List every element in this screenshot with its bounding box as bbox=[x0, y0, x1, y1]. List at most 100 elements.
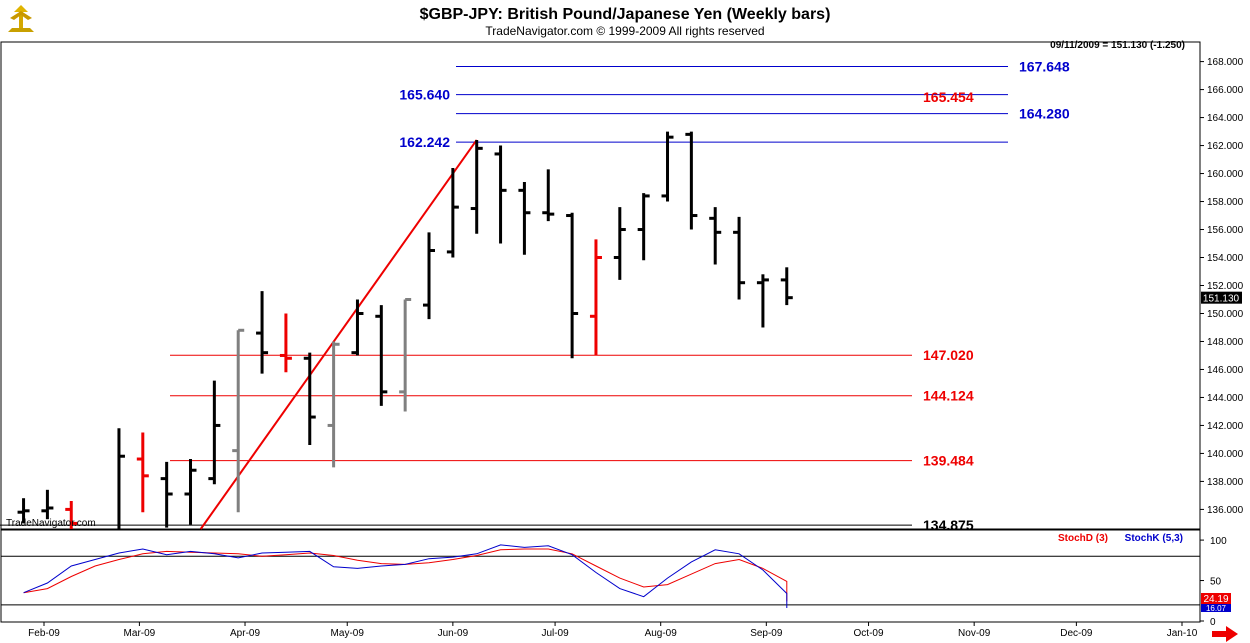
stochd-last-marker bbox=[1201, 593, 1231, 604]
level-label: 144.124 bbox=[923, 388, 974, 404]
price-tick-label: 136.000 bbox=[1207, 505, 1244, 516]
price-bars bbox=[17, 131, 793, 529]
time-tick-label: May-09 bbox=[331, 628, 365, 639]
chart-title: $GBP-JPY: British Pound/Japanese Yen (We… bbox=[420, 6, 831, 23]
legend-stochk: StochK (5,3) bbox=[1125, 533, 1183, 544]
scroll-right-arrow-icon[interactable] bbox=[1212, 626, 1238, 642]
price-bar bbox=[256, 291, 269, 374]
stochk-last-marker bbox=[1201, 604, 1231, 612]
time-axis: Feb-09 Mar-09 Apr-09 May-09 Jun-09 Jul-09 Aug-… bbox=[28, 622, 1198, 639]
last-price-marker bbox=[1201, 291, 1242, 304]
price-bar bbox=[589, 239, 602, 356]
level-label: 162.242 bbox=[399, 134, 450, 150]
price-bar bbox=[208, 380, 221, 485]
price-tick-label: 142.000 bbox=[1207, 421, 1244, 432]
time-tick-label: Jul-09 bbox=[541, 628, 569, 639]
price-bar bbox=[637, 193, 650, 261]
stoch-tick-label: 100 bbox=[1210, 536, 1227, 547]
last-price-info: 09/11/2009 = 151.130 (-1.250) bbox=[1050, 40, 1185, 51]
price-bar bbox=[542, 169, 555, 222]
price-levels: 167.648 165.640 165.454 164.280 162.242 147.0… bbox=[0, 59, 1070, 533]
price-bar bbox=[117, 428, 125, 529]
level-label: 147.020 bbox=[923, 347, 974, 363]
price-bar bbox=[17, 498, 30, 524]
logo-icon[interactable] bbox=[8, 5, 34, 32]
price-tick-label: 152.000 bbox=[1207, 281, 1244, 292]
legend-stochd: StochD (3) bbox=[1058, 533, 1108, 544]
price-bar bbox=[661, 131, 674, 202]
trendline-group bbox=[199, 139, 478, 530]
price-axis: 136.000 138.000 140.000 142.000 144.000 146.0… bbox=[1199, 42, 1244, 529]
stoch-series-line bbox=[23, 544, 788, 608]
time-tick-label: Jan-10 bbox=[1167, 628, 1198, 639]
stochastic-reference-lines bbox=[1, 555, 1200, 606]
trendline bbox=[199, 139, 478, 530]
price-bar bbox=[303, 352, 316, 446]
price-bar bbox=[494, 145, 507, 244]
time-tick-label: Nov-09 bbox=[958, 628, 991, 639]
price-bar bbox=[41, 489, 54, 520]
time-tick-label: Dec-09 bbox=[1060, 628, 1093, 639]
price-tick-label: 164.000 bbox=[1207, 113, 1244, 124]
time-tick-label: Sep-09 bbox=[750, 628, 783, 639]
price-bar bbox=[423, 232, 436, 320]
price-bar bbox=[279, 313, 292, 373]
price-tick-label: 156.000 bbox=[1207, 225, 1244, 236]
stochastic-axis-ticks: 100 50 0 bbox=[1200, 536, 1227, 628]
time-tick-label: Jun-09 bbox=[438, 628, 469, 639]
price-bar bbox=[709, 207, 722, 265]
level-label: 164.280 bbox=[1019, 106, 1070, 122]
level-label: 165.454 bbox=[923, 89, 974, 105]
price-bar bbox=[518, 181, 531, 255]
price-tick-label: 162.000 bbox=[1207, 141, 1244, 152]
stoch-tick-label: 0 bbox=[1210, 617, 1216, 628]
level-label: 165.640 bbox=[399, 87, 450, 103]
price-bar bbox=[470, 139, 483, 234]
time-tick-label: Oct-09 bbox=[854, 628, 884, 639]
price-bar bbox=[232, 328, 245, 513]
price-tick-label: 144.000 bbox=[1207, 393, 1244, 404]
price-bar bbox=[756, 274, 769, 328]
price-tick-label: 150.000 bbox=[1207, 309, 1244, 320]
price-bar bbox=[780, 267, 793, 306]
price-bar bbox=[446, 167, 459, 258]
price-tick-label: 158.000 bbox=[1207, 197, 1244, 208]
price-bar bbox=[65, 501, 78, 529]
price-bar bbox=[613, 207, 626, 280]
watermark-label: TradeNavigator.com bbox=[6, 518, 96, 529]
level-label: 134.875 bbox=[923, 517, 974, 533]
price-tick-label: 166.000 bbox=[1207, 85, 1244, 96]
stoch-tick-label: 50 bbox=[1210, 577, 1222, 588]
time-tick-label: Apr-09 bbox=[230, 628, 260, 639]
stochd-last-label: 24.19 bbox=[1203, 594, 1228, 605]
stoch-series-line bbox=[23, 548, 788, 602]
stochk-last-label: 16.07 bbox=[1206, 604, 1227, 613]
price-tick-label: 140.000 bbox=[1207, 449, 1244, 460]
price-tick-label: 148.000 bbox=[1207, 337, 1244, 348]
price-bar bbox=[733, 216, 746, 300]
price-bar bbox=[685, 131, 698, 230]
price-bar bbox=[160, 461, 173, 528]
price-panel: 09/11/2009 = 151.130 (-1.250) 167.648 165… bbox=[0, 40, 1201, 533]
price-tick-label: 168.000 bbox=[1207, 57, 1244, 68]
price-bar bbox=[375, 305, 388, 406]
level-label: 167.648 bbox=[1019, 59, 1070, 75]
time-tick-label: Mar-09 bbox=[124, 628, 156, 639]
price-bar bbox=[351, 299, 364, 356]
price-bar bbox=[184, 459, 197, 525]
price-bar bbox=[399, 297, 412, 412]
time-tick-label: Aug-09 bbox=[645, 628, 678, 639]
price-bar bbox=[327, 341, 340, 468]
copyright-subtitle: TradeNavigator.com © 1999-2009 All right… bbox=[485, 24, 764, 38]
price-tick-label: 138.000 bbox=[1207, 477, 1244, 488]
level-label: 139.484 bbox=[923, 453, 974, 469]
price-bar bbox=[566, 212, 579, 359]
stochastic-lines bbox=[23, 544, 788, 608]
price-tick-label: 160.000 bbox=[1207, 169, 1244, 180]
price-axis-ticks: 136.000 138.000 140.000 142.000 144.000 146.0… bbox=[1200, 57, 1244, 516]
last-price-marker-label: 151.130 bbox=[1203, 294, 1240, 305]
stochastic-panel: StochD (3) StochK (5,3) 100 50 0 24.19 16.… bbox=[0, 529, 1231, 628]
price-bar bbox=[136, 432, 149, 513]
